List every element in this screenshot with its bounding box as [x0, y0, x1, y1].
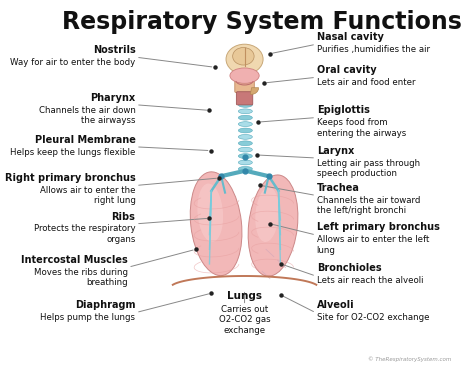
- Ellipse shape: [238, 128, 252, 133]
- Ellipse shape: [255, 187, 279, 242]
- Text: Helps pump the lungs: Helps pump the lungs: [40, 313, 136, 322]
- Ellipse shape: [238, 160, 252, 165]
- Ellipse shape: [230, 68, 259, 83]
- Text: Keeps food from
entering the airways: Keeps food from entering the airways: [317, 119, 406, 138]
- Text: Channels the air toward
the left/right bronchi: Channels the air toward the left/right b…: [317, 196, 420, 215]
- Ellipse shape: [248, 175, 298, 276]
- Ellipse shape: [238, 141, 252, 146]
- Ellipse shape: [238, 147, 252, 152]
- Text: Alveoli: Alveoli: [317, 300, 354, 310]
- Text: © TheRespiratorySystem.com: © TheRespiratorySystem.com: [368, 356, 451, 362]
- Ellipse shape: [238, 135, 252, 139]
- Text: Nostrils: Nostrils: [92, 45, 136, 55]
- Text: Respiratory System Functions: Respiratory System Functions: [62, 10, 462, 34]
- Text: Diaphragm: Diaphragm: [75, 300, 136, 310]
- Wedge shape: [250, 88, 259, 94]
- Text: Lets air reach the alveoli: Lets air reach the alveoli: [317, 276, 423, 286]
- Ellipse shape: [238, 167, 252, 171]
- Text: Site for O2-CO2 exchange: Site for O2-CO2 exchange: [317, 313, 429, 322]
- Ellipse shape: [238, 122, 252, 127]
- Text: Right primary bronchus: Right primary bronchus: [5, 173, 136, 183]
- Ellipse shape: [233, 47, 254, 65]
- Ellipse shape: [190, 172, 242, 276]
- Text: Intercostal Muscles: Intercostal Muscles: [21, 255, 128, 265]
- Text: Larynx: Larynx: [317, 146, 354, 156]
- Text: Epiglottis: Epiglottis: [317, 105, 370, 116]
- Ellipse shape: [226, 44, 263, 74]
- Text: Pleural Membrane: Pleural Membrane: [35, 135, 136, 145]
- Text: Channels the air down
the airwayss: Channels the air down the airwayss: [38, 106, 136, 125]
- Text: Left primary bronchus: Left primary bronchus: [317, 222, 439, 232]
- Text: Purifies ,humidifies the air: Purifies ,humidifies the air: [317, 45, 430, 54]
- Text: Moves the ribs during
breathing: Moves the ribs during breathing: [34, 268, 128, 287]
- FancyBboxPatch shape: [235, 76, 255, 92]
- Ellipse shape: [238, 102, 252, 107]
- Text: Allows air to enter the left
lung: Allows air to enter the left lung: [317, 235, 429, 255]
- Text: Way for air to enter the body: Way for air to enter the body: [10, 58, 136, 67]
- FancyBboxPatch shape: [237, 92, 253, 105]
- Text: Helps keep the lungs flexible: Helps keep the lungs flexible: [10, 148, 136, 157]
- Text: Oral cavity: Oral cavity: [317, 65, 376, 75]
- Ellipse shape: [238, 154, 252, 159]
- Text: Trachea: Trachea: [317, 183, 360, 193]
- Text: Allows air to enter the
right lung: Allows air to enter the right lung: [40, 186, 136, 206]
- Text: Protects the respiratory
organs: Protects the respiratory organs: [34, 225, 136, 244]
- Ellipse shape: [238, 109, 252, 114]
- Text: Pharynx: Pharynx: [90, 93, 136, 103]
- Text: Bronchioles: Bronchioles: [317, 264, 381, 273]
- Ellipse shape: [238, 115, 252, 120]
- Text: Lungs: Lungs: [227, 291, 262, 301]
- Text: Nasal cavity: Nasal cavity: [317, 32, 383, 42]
- Text: Letting air pass through
speech production: Letting air pass through speech producti…: [317, 159, 420, 178]
- Text: Carries out
O2-CO2 gas
exchange: Carries out O2-CO2 gas exchange: [219, 305, 270, 335]
- Ellipse shape: [197, 184, 223, 242]
- Text: Lets air and food enter: Lets air and food enter: [317, 78, 415, 87]
- Text: Ribs: Ribs: [111, 211, 136, 222]
